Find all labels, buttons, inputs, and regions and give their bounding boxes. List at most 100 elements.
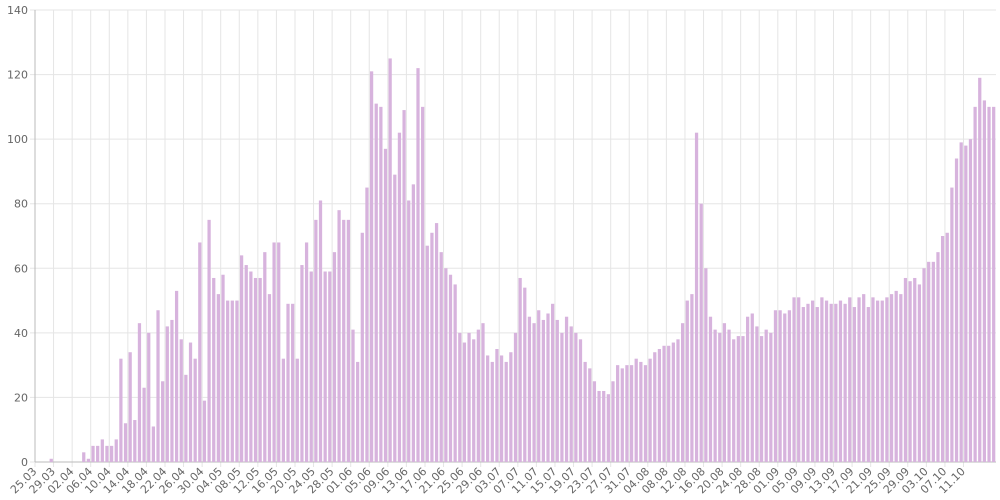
bar [681, 323, 685, 462]
bar [86, 458, 91, 462]
bar [216, 294, 221, 462]
bar [170, 319, 174, 462]
bar [504, 361, 508, 462]
y-tick-label: 100 [7, 133, 28, 146]
bar [639, 361, 643, 462]
bar [755, 326, 759, 462]
bar [578, 339, 583, 462]
bar [291, 303, 295, 462]
bar [903, 277, 908, 462]
bar [513, 332, 518, 462]
bar [588, 368, 592, 462]
y-tick-label: 20 [14, 391, 28, 404]
bar [193, 358, 197, 462]
bar [523, 287, 527, 462]
bar [161, 381, 165, 462]
bar [541, 319, 545, 462]
bar [899, 294, 903, 462]
bar [314, 219, 318, 462]
bar [365, 187, 369, 463]
bar [91, 445, 95, 462]
bar [602, 390, 606, 462]
bar [425, 245, 429, 462]
bar [978, 77, 982, 463]
bar [750, 313, 754, 462]
bar [597, 390, 601, 462]
bar [481, 323, 485, 462]
bar [852, 307, 857, 462]
bar [351, 329, 355, 462]
bar [188, 342, 193, 462]
bar [374, 103, 378, 462]
bar [165, 326, 169, 462]
bar [202, 400, 207, 462]
bar [407, 200, 411, 462]
y-tick-label: 140 [7, 4, 28, 17]
bar [300, 265, 304, 462]
bar [448, 274, 453, 462]
bar [518, 277, 522, 462]
y-tick-label: 80 [14, 198, 28, 211]
bar [532, 323, 536, 462]
bar [987, 106, 991, 462]
bar [462, 342, 467, 462]
bar [759, 336, 764, 462]
bar [388, 58, 392, 463]
bar [810, 300, 815, 462]
bar [574, 332, 578, 462]
bar [309, 271, 313, 462]
bar [272, 242, 276, 462]
bar [239, 255, 244, 462]
bar [866, 307, 870, 462]
bar [889, 294, 894, 462]
bar [119, 358, 123, 462]
bar [764, 329, 768, 462]
bar [713, 329, 717, 462]
bar [699, 203, 703, 462]
bar [304, 242, 309, 462]
bar [685, 300, 689, 462]
bar [360, 232, 364, 462]
bar [151, 426, 156, 462]
bar [611, 381, 615, 462]
bar [778, 310, 782, 462]
y-tick-label: 0 [21, 456, 28, 469]
bar [982, 100, 987, 463]
bar [267, 294, 272, 462]
bar [263, 252, 267, 462]
bar [741, 336, 745, 462]
bar [727, 329, 731, 462]
bar [722, 323, 727, 462]
bar [834, 303, 838, 462]
bar [472, 339, 476, 462]
bar [421, 106, 425, 462]
bar [332, 252, 337, 462]
bar [476, 329, 480, 462]
bar [769, 332, 773, 462]
bar [128, 352, 132, 462]
bar [249, 271, 253, 462]
bar [346, 219, 350, 462]
bar [281, 358, 285, 462]
bar [323, 271, 327, 462]
bar [690, 294, 694, 462]
bar [653, 352, 657, 462]
bar [931, 261, 935, 462]
bar [629, 365, 634, 462]
bar [383, 148, 388, 463]
bar [616, 365, 620, 462]
bar [917, 284, 922, 462]
bar [416, 68, 420, 462]
bar [820, 297, 824, 462]
bar [569, 326, 573, 462]
bar [123, 423, 128, 462]
bar [328, 271, 332, 462]
bar [109, 445, 114, 462]
bar [662, 345, 666, 462]
bar [212, 277, 216, 462]
bar [973, 106, 977, 462]
bar [174, 290, 179, 462]
bar [318, 200, 323, 462]
bar [801, 307, 805, 462]
